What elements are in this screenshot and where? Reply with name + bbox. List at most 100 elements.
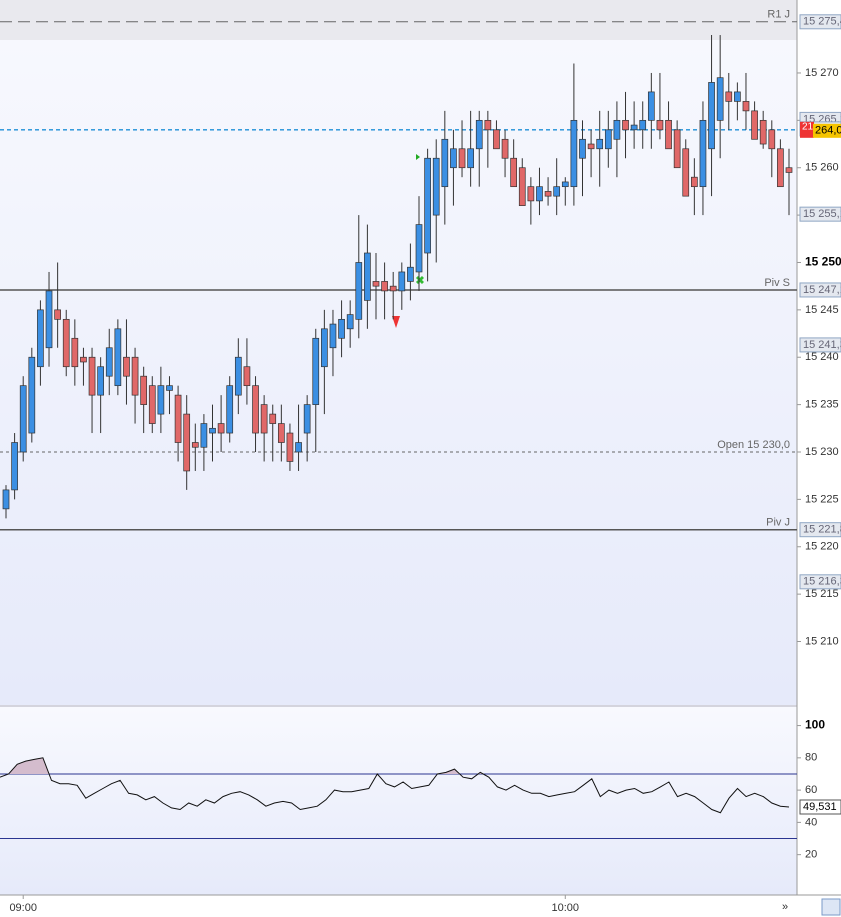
candle-body xyxy=(725,91,733,102)
candle-body xyxy=(553,186,561,197)
candle-body xyxy=(303,404,311,434)
rsi-line xyxy=(0,757,790,814)
candle-body xyxy=(277,423,285,443)
candle-body xyxy=(647,91,655,121)
candle-body xyxy=(54,309,61,320)
candle-body xyxy=(252,385,259,434)
candle-body xyxy=(527,186,535,202)
candle-body xyxy=(673,129,681,169)
candle-body xyxy=(200,423,208,448)
candle-body xyxy=(140,375,148,405)
candle-body xyxy=(372,281,380,287)
candle-body xyxy=(191,442,199,448)
candle-body xyxy=(243,366,251,387)
candle-body xyxy=(734,91,741,102)
rsi-tick-label: 60 xyxy=(805,784,817,796)
candle-body xyxy=(286,432,294,462)
price-tag-label: 15 241,3 xyxy=(803,339,841,351)
candle-body xyxy=(355,262,363,320)
candle-body xyxy=(157,385,165,415)
candle-body xyxy=(630,124,638,131)
menu-button[interactable] xyxy=(821,898,841,916)
signal-marker xyxy=(416,154,420,160)
candle-body xyxy=(493,129,500,150)
candle-body xyxy=(604,129,612,150)
candle-body xyxy=(510,157,518,188)
countdown-box xyxy=(800,121,814,138)
price-panel xyxy=(0,0,797,705)
current-price-box xyxy=(813,123,841,138)
candle-body xyxy=(398,271,406,292)
level-name: Open 15 230,0 xyxy=(717,439,790,451)
y-tick-label: 15 250 xyxy=(805,255,841,269)
y-tick-label: 15 245 xyxy=(805,304,839,316)
rsi-tick-label: 100 xyxy=(805,718,825,732)
candle-body xyxy=(62,318,70,368)
candle-body xyxy=(742,101,750,112)
rsi-tick-label: 80 xyxy=(805,752,817,764)
candle-body xyxy=(785,167,793,173)
candle-body xyxy=(415,224,423,273)
candle-body xyxy=(777,148,784,188)
candle-body xyxy=(579,138,586,159)
level-tag xyxy=(799,14,841,30)
scroll-button[interactable]: » xyxy=(782,901,788,913)
candle-body xyxy=(105,347,113,377)
candle-body xyxy=(338,318,345,339)
candle-body xyxy=(295,442,302,453)
candle-body xyxy=(88,356,96,396)
candle-body xyxy=(561,181,569,188)
candle-body xyxy=(312,337,320,405)
candle-body xyxy=(11,442,18,491)
candle-body xyxy=(364,252,371,301)
candle-body xyxy=(501,138,509,159)
candle-body xyxy=(209,427,216,434)
level-name: R1 J xyxy=(767,9,790,21)
candle-body xyxy=(484,119,492,131)
rsi-tick-label: 20 xyxy=(805,849,817,861)
candle-body xyxy=(407,266,414,282)
candle-body xyxy=(536,186,543,202)
rsi-last-label: 49,531 xyxy=(803,801,837,813)
level-tag xyxy=(799,522,841,538)
candle-body xyxy=(226,385,234,434)
candle-body xyxy=(691,176,698,188)
candle-body xyxy=(123,356,130,377)
candle-body xyxy=(656,119,664,131)
price-tag xyxy=(799,206,841,222)
y-tick-label: 15 225 xyxy=(805,493,839,505)
candle-body xyxy=(665,119,672,150)
y-tick-label: 15 210 xyxy=(805,635,839,647)
candle-body xyxy=(751,110,758,140)
candle-body xyxy=(768,129,776,150)
price-tag-label: 15 255,1 xyxy=(803,208,841,220)
level-name: Piv J xyxy=(766,517,790,529)
top-band xyxy=(0,0,797,40)
level-tag-label: 15 221,8 xyxy=(803,524,841,536)
x-tick-label: 09:00 xyxy=(9,902,37,914)
candle-body xyxy=(441,138,449,188)
candle-body xyxy=(183,413,191,472)
candle-body xyxy=(518,167,526,206)
candle-body xyxy=(71,337,79,368)
level-tag-label: 15 247,1 xyxy=(803,284,841,296)
candle-body xyxy=(389,285,397,292)
rsi-panel xyxy=(0,707,797,895)
rsi-last-box xyxy=(799,799,841,815)
y-tick-label: 15 220 xyxy=(805,541,839,553)
candle-body xyxy=(80,356,87,363)
price-tag xyxy=(799,574,841,590)
candle-body xyxy=(174,394,182,443)
candle-body xyxy=(699,119,707,188)
candle-body xyxy=(114,328,122,387)
candle-body xyxy=(424,157,431,254)
candle-body xyxy=(28,356,36,434)
candle-body xyxy=(467,148,474,169)
level-tag xyxy=(799,282,841,298)
candle-body xyxy=(97,366,104,396)
exit-marker: ✖ xyxy=(415,275,424,287)
y-tick-label: 15 235 xyxy=(805,399,839,411)
candle-body xyxy=(716,77,724,121)
candle-body xyxy=(329,323,337,349)
